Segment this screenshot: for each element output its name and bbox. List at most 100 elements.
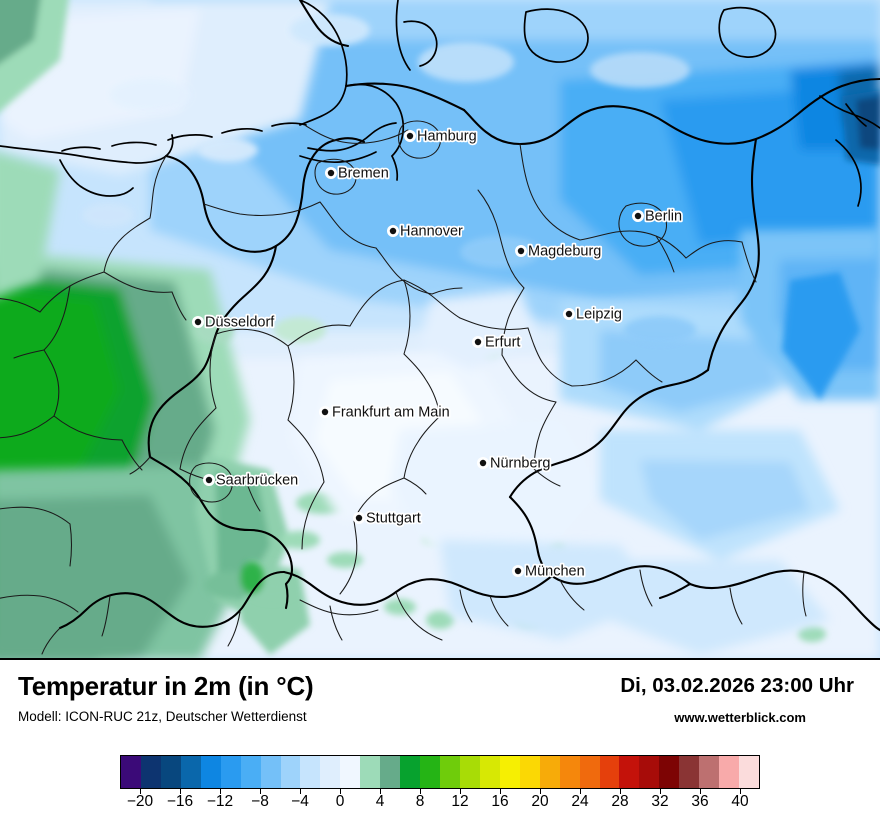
city-marker: Bremen <box>325 164 390 183</box>
valid-datetime: Di, 03.02.2026 23:00 Uhr <box>620 674 854 697</box>
colorbar-swatch <box>360 756 381 788</box>
city-marker: Berlin <box>632 207 684 226</box>
city-dot-icon <box>406 132 414 140</box>
colorbar-swatch <box>659 756 680 788</box>
colorbar-swatch <box>320 756 341 788</box>
colorbar-tick-label: 12 <box>451 793 469 810</box>
colorbar-tick <box>540 789 541 794</box>
city-label: Erfurt <box>485 334 520 350</box>
colorbar-swatch <box>240 756 261 788</box>
colorbar-tick-label: 36 <box>691 793 709 810</box>
colorbar-tick-label: 32 <box>651 793 669 810</box>
colorbar-swatch <box>140 756 161 788</box>
colorbar-swatch <box>599 756 620 788</box>
model-subtitle: Modell: ICON-RUC 21z, Deutscher Wetterdi… <box>18 709 307 724</box>
city-label: München <box>525 563 585 579</box>
city-label: Leipzig <box>576 306 622 322</box>
colorbar-tick-label: 8 <box>415 793 425 810</box>
city-dot-icon <box>474 338 482 346</box>
city-label: Düsseldorf <box>205 314 275 330</box>
city-label: Bremen <box>338 165 389 181</box>
colorbar-tick <box>580 789 581 794</box>
colorbar-swatch <box>559 756 580 788</box>
city-marker: Magdeburg <box>515 242 603 261</box>
colorbar-tick-label: 40 <box>731 793 749 810</box>
city-marker: Erfurt <box>472 333 522 352</box>
city-label: Stuttgart <box>366 510 421 526</box>
colorbar-swatch <box>160 756 181 788</box>
city-dot-icon <box>514 567 522 575</box>
colorbar-swatch <box>479 756 500 788</box>
colorbar-swatch <box>380 756 401 788</box>
colorbar-swatch <box>220 756 241 788</box>
colorbar-swatch <box>499 756 520 788</box>
colorbar-tick-label: 4 <box>375 793 385 810</box>
colorbar-tick <box>660 789 661 794</box>
city-label: Saarbrücken <box>216 472 298 488</box>
colorbar-tick-label: −20 <box>126 793 154 810</box>
temperature-field <box>0 0 880 659</box>
city-label: Magdeburg <box>528 243 601 259</box>
colorbar-tick <box>700 789 701 794</box>
colorbar-tick-label: −8 <box>251 793 269 810</box>
colorbar-swatch <box>459 756 480 788</box>
city-marker: München <box>512 562 586 581</box>
colorbar-swatch <box>420 756 440 788</box>
colorbar-tick <box>140 789 141 794</box>
temp-band-pale <box>290 290 600 560</box>
colorbar-swatch <box>180 756 201 788</box>
city-marker: Nürnberg <box>477 454 552 473</box>
colorbar-ticks: −20 −16 −12 −8 −4 0 4 8 12 16 20 24 28 32 36 40 <box>120 789 760 815</box>
city-dot-icon <box>355 514 363 522</box>
colorbar-swatch <box>639 756 660 788</box>
colorbar-tick-label: 20 <box>531 793 549 810</box>
colorbar-tick <box>380 789 381 794</box>
colorbar-tick <box>620 789 621 794</box>
colorbar-swatch <box>719 756 740 788</box>
city-marker: Stuttgart <box>353 509 423 528</box>
city-dot-icon <box>205 476 213 484</box>
city-dot-icon <box>479 459 487 467</box>
colorbar-tick <box>740 789 741 794</box>
colorbar-tick <box>340 789 341 794</box>
city-dot-icon <box>321 408 329 416</box>
city-dot-icon <box>634 212 642 220</box>
colorbar-tick-label: 28 <box>611 793 629 810</box>
city-dot-icon <box>194 318 202 326</box>
colorbar-swatch <box>440 756 460 788</box>
colorbar-tick <box>460 789 461 794</box>
city-marker: Hannover <box>387 222 465 241</box>
colorbar-tick-label: 24 <box>571 793 589 810</box>
city-dot-icon <box>517 247 525 255</box>
city-marker: Saarbrücken <box>203 471 300 490</box>
city-dot-icon <box>389 227 397 235</box>
city-label: Nürnberg <box>490 455 550 471</box>
city-marker: Leipzig <box>563 305 624 324</box>
colorbar-swatch <box>619 756 640 788</box>
city-label: Hamburg <box>417 128 477 144</box>
colorbar-swatch <box>519 756 540 788</box>
city-label: Berlin <box>645 208 682 224</box>
colorbar-legend: −20 −16 −12 −8 −4 0 4 8 12 16 20 24 28 32 36 40 <box>120 755 760 817</box>
colorbar-swatch <box>280 756 301 788</box>
city-marker: Düsseldorf <box>192 313 277 332</box>
colorbar-swatch <box>260 756 281 788</box>
colorbar-swatch <box>739 756 759 788</box>
city-marker: Hamburg <box>404 127 478 146</box>
colorbar-swatches <box>120 755 760 789</box>
temperature-map[interactable]: Hamburg Bremen Hannover Berlin Magdeburg Leip… <box>0 0 880 660</box>
website-credit: www.wetterblick.com <box>674 710 806 725</box>
page-title: Temperatur in 2m (in °C) <box>18 671 314 701</box>
map-canvas: Hamburg Bremen Hannover Berlin Magdeburg Leip… <box>0 0 880 659</box>
legend-footer: Temperatur in 2m (in °C) Modell: ICON-RU… <box>0 660 880 830</box>
colorbar-swatch <box>400 756 421 788</box>
colorbar-swatch <box>679 756 700 788</box>
colorbar-tick <box>180 789 181 794</box>
colorbar-swatch <box>300 756 321 788</box>
colorbar-tick <box>500 789 501 794</box>
colorbar-swatch <box>340 756 361 788</box>
colorbar-tick-label: 0 <box>335 793 345 810</box>
colorbar-tick-label: −12 <box>206 793 234 810</box>
colorbar-tick <box>420 789 421 794</box>
